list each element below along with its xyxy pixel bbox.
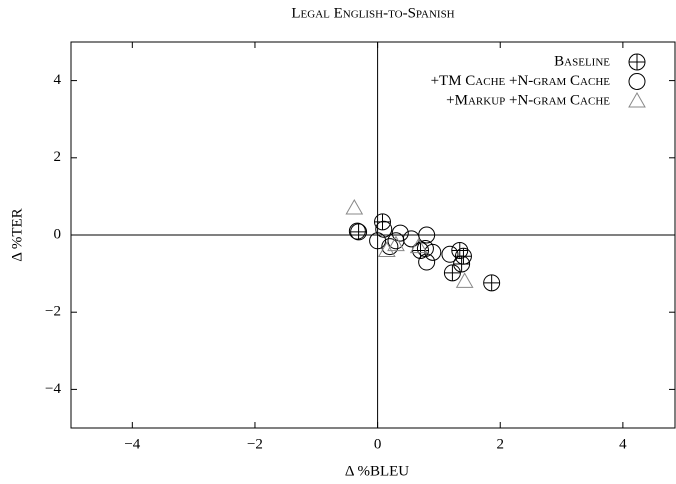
y-tick-label: −4	[45, 381, 61, 397]
x-tick-label: 4	[619, 436, 627, 452]
point	[628, 73, 646, 90]
y-axis-label: Δ %TER	[9, 208, 25, 261]
point-shape	[345, 198, 364, 215]
x-tick-label: 0	[374, 436, 382, 452]
legend-label: +Markup +N-gram Cache	[446, 92, 610, 108]
point-shape	[377, 241, 396, 257]
point	[374, 213, 392, 231]
point	[628, 53, 646, 71]
y-tick-label: 4	[54, 72, 62, 88]
point	[387, 235, 405, 252]
x-tick-label: 2	[496, 436, 504, 452]
point	[455, 272, 474, 288]
y-tick-label: 2	[54, 149, 62, 165]
point	[628, 91, 646, 108]
point-shape	[387, 235, 405, 252]
point-shape	[418, 226, 436, 244]
point-shape	[455, 272, 474, 288]
point-shape	[441, 245, 459, 263]
point-shape	[628, 91, 646, 108]
x-tick-label: −4	[124, 436, 140, 452]
point-shape	[418, 253, 436, 271]
point-shape	[391, 224, 409, 242]
y-tick-label: −2	[45, 304, 61, 320]
point	[345, 198, 364, 215]
point-shape	[628, 73, 646, 90]
chart-title: Legal English-to-Spanish	[291, 5, 454, 21]
legend-label: Baseline	[554, 53, 610, 69]
point	[377, 241, 396, 257]
point-shape	[409, 237, 428, 254]
legend-label: +TM Cache +N-gram Cache	[431, 73, 611, 89]
point	[375, 220, 393, 238]
point	[418, 253, 436, 271]
point	[453, 255, 471, 273]
point	[483, 274, 501, 292]
point	[348, 222, 366, 240]
x-tick-label: −2	[247, 436, 263, 452]
point	[443, 264, 461, 282]
point-shape	[369, 232, 387, 250]
x-axis-label: Δ %BLEU	[345, 463, 409, 479]
point	[391, 224, 409, 242]
point	[441, 245, 459, 263]
point	[369, 232, 387, 250]
point-shape	[375, 220, 393, 238]
point-shape	[381, 238, 399, 256]
point	[418, 226, 436, 244]
y-tick-label: 0	[54, 226, 62, 242]
point	[409, 237, 428, 254]
point-shape	[348, 222, 366, 240]
point	[381, 238, 399, 256]
point	[350, 223, 368, 241]
